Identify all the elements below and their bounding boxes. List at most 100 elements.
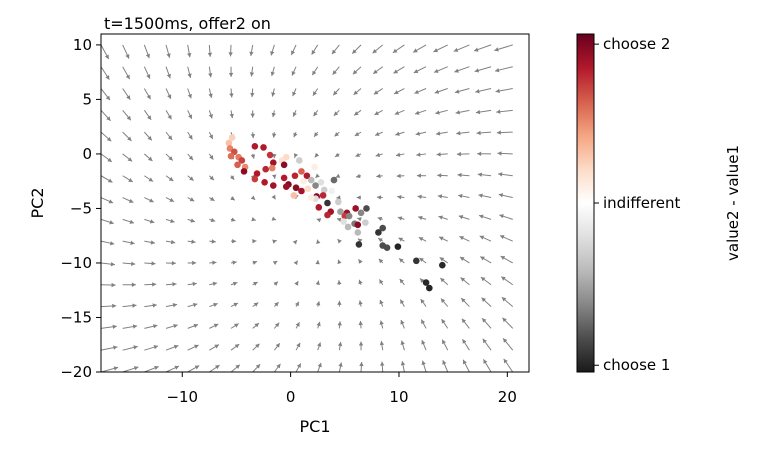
vector-arrow bbox=[101, 324, 117, 330]
vector-arrow bbox=[436, 152, 448, 157]
scatter-point bbox=[357, 209, 365, 217]
vector-arrow bbox=[475, 109, 492, 115]
vector-arrow bbox=[337, 300, 342, 307]
vector-arrow bbox=[228, 44, 233, 57]
vector-arrow bbox=[476, 130, 492, 136]
vector-arrow bbox=[332, 66, 340, 75]
scatter-point bbox=[362, 219, 369, 226]
vector-arrow bbox=[251, 217, 256, 222]
vector-arrow bbox=[101, 197, 114, 204]
vector-arrow bbox=[230, 175, 235, 181]
vector-arrow bbox=[480, 256, 492, 264]
vector-arrow bbox=[143, 66, 151, 79]
vector-arrow bbox=[460, 297, 470, 307]
vector-arrow bbox=[416, 152, 427, 157]
vector-arrow bbox=[414, 109, 427, 115]
vector-arrow bbox=[359, 361, 364, 372]
vector-arrow bbox=[144, 365, 159, 372]
vector-arrow bbox=[480, 276, 492, 286]
vector-arrow bbox=[457, 172, 470, 178]
scatter-point bbox=[363, 205, 370, 212]
vector-arrow bbox=[441, 339, 449, 351]
vector-arrow bbox=[331, 44, 340, 55]
vector-arrow bbox=[252, 343, 260, 351]
vector-arrow bbox=[357, 217, 362, 222]
vector-arrow bbox=[498, 193, 513, 199]
x-tick-label: −10 bbox=[166, 388, 198, 406]
vector-arrow bbox=[496, 130, 513, 135]
x-tick-label: 0 bbox=[286, 388, 296, 406]
vector-arrow bbox=[438, 215, 448, 220]
vector-arrow bbox=[397, 194, 405, 200]
scatter-point bbox=[315, 204, 323, 211]
vector-arrow bbox=[337, 321, 342, 329]
vector-arrow bbox=[143, 131, 153, 141]
scatter-point bbox=[234, 161, 241, 169]
vector-arrow bbox=[122, 175, 134, 183]
vector-arrow bbox=[353, 109, 362, 116]
scatter-point bbox=[251, 175, 259, 183]
vector-arrow bbox=[292, 88, 297, 97]
scatter-point bbox=[298, 168, 305, 175]
vector-arrow bbox=[459, 256, 470, 264]
vector-arrow bbox=[143, 88, 151, 100]
colorbar-ticks: choose 2 indifferent choose 1 bbox=[594, 35, 680, 374]
vector-arrow bbox=[334, 131, 340, 137]
vector-arrow bbox=[272, 239, 277, 244]
vector-arrow bbox=[165, 239, 176, 245]
vector-arrow bbox=[270, 44, 275, 56]
vector-arrow bbox=[399, 299, 405, 307]
vector-arrow bbox=[208, 153, 214, 160]
scatter-point bbox=[324, 199, 331, 207]
vector-arrow bbox=[315, 301, 321, 307]
vector-arrow bbox=[374, 131, 383, 136]
vector-arrow bbox=[337, 280, 342, 285]
vector-arrow bbox=[250, 132, 256, 139]
vector-arrow bbox=[165, 197, 175, 203]
vector-arrow bbox=[336, 195, 341, 200]
vector-arrow bbox=[473, 44, 492, 52]
vector-arrow bbox=[187, 218, 196, 223]
vector-arrow bbox=[187, 344, 199, 351]
vector-arrow bbox=[230, 302, 239, 308]
vector-arrow bbox=[481, 297, 492, 307]
vector-arrow bbox=[122, 197, 134, 203]
vector-arrow bbox=[122, 303, 137, 308]
vector-arrow bbox=[101, 261, 116, 267]
vector-arrow bbox=[399, 278, 405, 286]
vector-arrow bbox=[165, 303, 178, 308]
vector-arrow bbox=[144, 240, 156, 245]
vector-arrow bbox=[101, 88, 111, 101]
vector-arrow bbox=[398, 237, 405, 242]
vector-arrow bbox=[314, 152, 320, 158]
vector-arrow bbox=[482, 359, 492, 372]
vector-arrow bbox=[379, 279, 384, 286]
scatter-point bbox=[354, 221, 362, 229]
x-axis-label: PC1 bbox=[300, 417, 331, 436]
vector-arrow bbox=[209, 196, 215, 202]
vector-arrow bbox=[122, 88, 131, 101]
vector-arrow bbox=[271, 110, 276, 118]
vector-field bbox=[101, 44, 514, 372]
vector-arrow bbox=[101, 175, 113, 183]
vector-arrow bbox=[377, 216, 383, 222]
vector-arrow bbox=[122, 282, 136, 287]
vector-arrow bbox=[354, 131, 362, 137]
vector-arrow bbox=[230, 260, 237, 265]
vector-arrow bbox=[351, 44, 362, 55]
vector-arrow bbox=[418, 236, 427, 242]
vector-arrow bbox=[252, 322, 260, 329]
vector-arrow bbox=[313, 131, 319, 138]
vector-arrow bbox=[293, 131, 298, 138]
vector-arrow bbox=[377, 237, 383, 243]
scatter-point bbox=[291, 172, 299, 180]
chart-title: t=1500ms, offer2 on bbox=[104, 14, 271, 33]
vector-arrow bbox=[291, 66, 297, 76]
vector-arrow bbox=[479, 235, 492, 242]
vector-arrow bbox=[433, 44, 448, 53]
vector-arrow bbox=[122, 261, 136, 266]
vector-arrow bbox=[398, 257, 405, 264]
vector-arrow bbox=[380, 361, 385, 372]
scatter-point bbox=[295, 157, 303, 164]
vector-arrow bbox=[122, 131, 132, 142]
